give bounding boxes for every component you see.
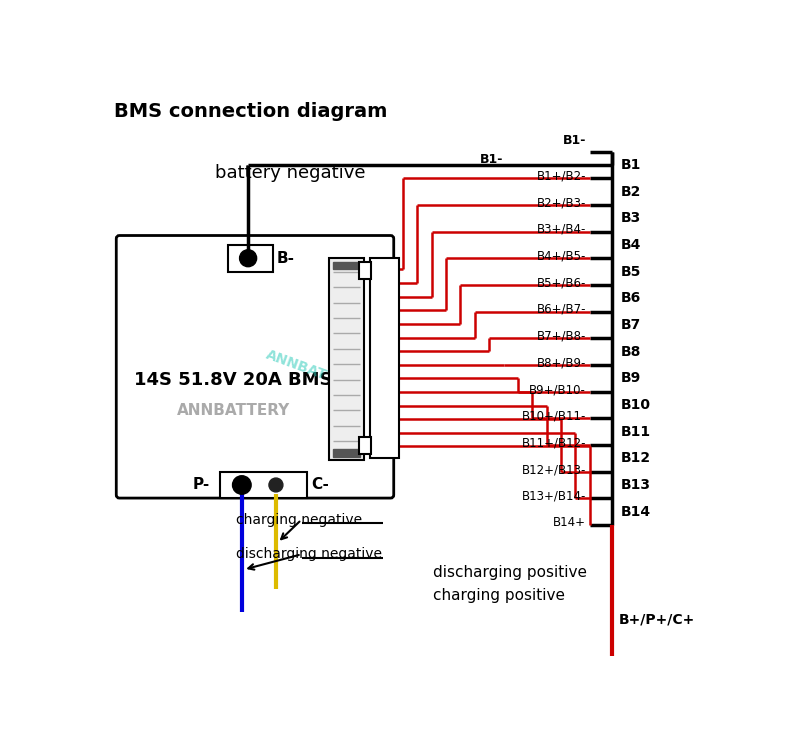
Text: BMS connection diagram: BMS connection diagram — [114, 102, 387, 121]
Text: ANNBATTERY: ANNBATTERY — [177, 403, 290, 418]
Bar — [359, 262, 371, 279]
Text: B8: B8 — [621, 345, 641, 359]
Text: B1+/B2-: B1+/B2- — [537, 170, 586, 183]
Text: B10: B10 — [621, 398, 651, 412]
Text: B+/P+/C+: B+/P+/C+ — [619, 612, 695, 626]
Text: B4+/B5-: B4+/B5- — [537, 250, 586, 262]
Text: B9+/B10-: B9+/B10- — [529, 383, 586, 396]
Text: B7: B7 — [621, 318, 641, 332]
Bar — [333, 262, 360, 270]
Text: B4: B4 — [621, 238, 641, 252]
Text: P-: P- — [193, 478, 210, 492]
Text: B5+/B6-: B5+/B6- — [537, 276, 586, 290]
Text: B10+/B11-: B10+/B11- — [522, 410, 586, 423]
Text: B12: B12 — [621, 451, 651, 465]
Text: B-: B- — [277, 251, 294, 266]
Circle shape — [269, 478, 283, 492]
Text: B2+/B3-: B2+/B3- — [537, 196, 586, 209]
Text: ANNBATTERY: ANNBATTERY — [264, 348, 366, 397]
Text: B1-: B1- — [480, 153, 503, 166]
Text: B13+/B14-: B13+/B14- — [522, 489, 586, 503]
Text: B11+/B12-: B11+/B12- — [522, 436, 586, 450]
Text: discharging negative: discharging negative — [236, 548, 382, 562]
Text: C-: C- — [311, 478, 330, 492]
Text: battery negative: battery negative — [214, 164, 365, 182]
Text: B3+/B4-: B3+/B4- — [537, 223, 586, 236]
Text: B9: B9 — [621, 371, 641, 385]
Text: B14+: B14+ — [553, 517, 586, 529]
Text: B6+/B7-: B6+/B7- — [537, 303, 586, 316]
Text: B13: B13 — [621, 478, 651, 492]
Text: B8+/B9-: B8+/B9- — [537, 357, 586, 369]
Text: B12+/B13-: B12+/B13- — [522, 463, 586, 476]
Bar — [220, 472, 307, 498]
Text: B3: B3 — [621, 212, 641, 226]
Circle shape — [233, 476, 251, 495]
Bar — [359, 437, 371, 454]
Text: B11: B11 — [621, 425, 651, 439]
Bar — [370, 258, 399, 458]
Text: B5: B5 — [621, 265, 641, 279]
Text: 14S 51.8V 20A BMS: 14S 51.8V 20A BMS — [134, 371, 333, 388]
Text: B6: B6 — [621, 291, 641, 305]
Text: discharging positive: discharging positive — [434, 565, 587, 579]
Text: B2: B2 — [621, 184, 641, 198]
Circle shape — [239, 250, 257, 267]
Text: B14: B14 — [621, 505, 651, 519]
Text: charging positive: charging positive — [434, 587, 566, 603]
Bar — [329, 258, 364, 461]
Text: B7+/B8-: B7+/B8- — [537, 329, 586, 343]
Bar — [228, 245, 273, 272]
Text: charging negative: charging negative — [236, 513, 362, 527]
FancyBboxPatch shape — [116, 236, 394, 498]
Text: B1: B1 — [621, 158, 641, 172]
Text: B1-: B1- — [562, 134, 586, 147]
Bar — [333, 449, 360, 456]
